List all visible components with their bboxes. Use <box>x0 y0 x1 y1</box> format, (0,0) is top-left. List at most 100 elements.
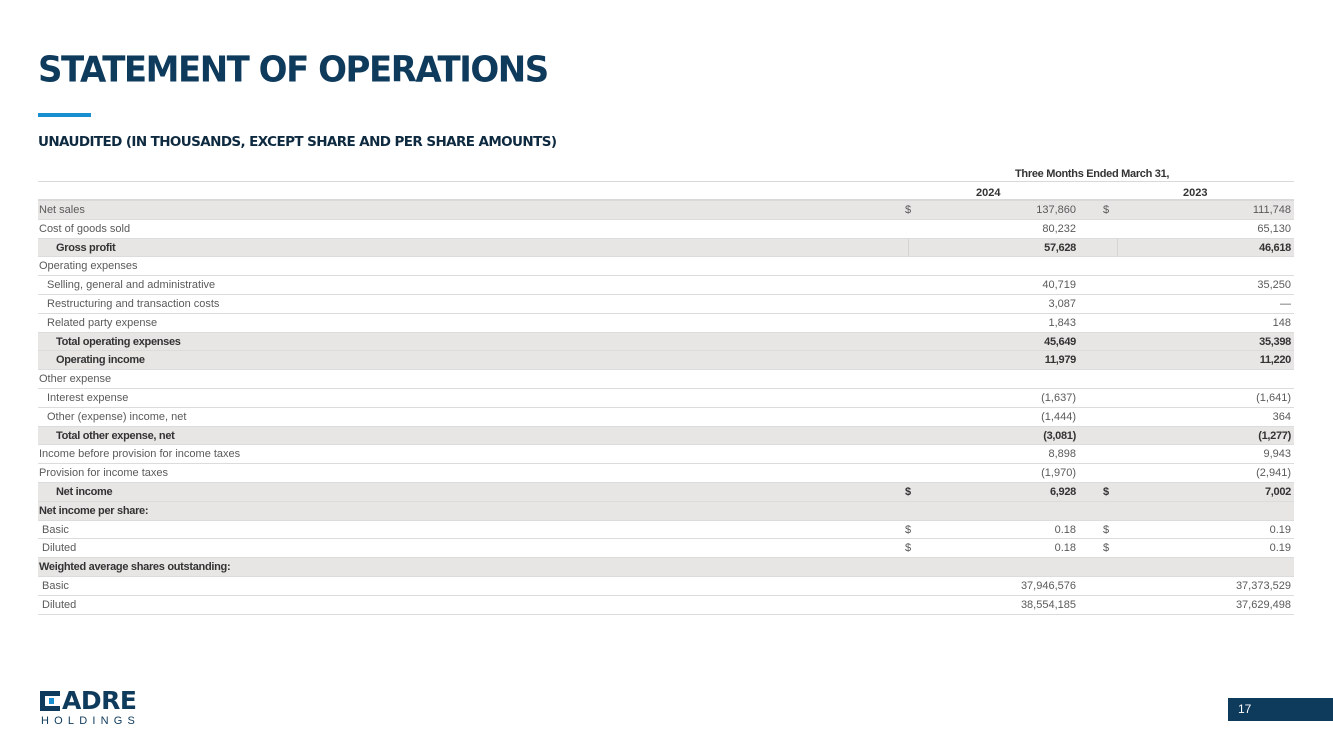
table-row: Provision for income taxes (1,970) (2,941) <box>38 464 1294 483</box>
currency-symbol-2023: $ <box>1103 523 1110 536</box>
value-2023: (2,941) <box>1256 467 1291 480</box>
row-label: Net income <box>56 485 113 498</box>
value-2023: 9,943 <box>1263 448 1291 461</box>
value-2024: 57,628 <box>1044 241 1076 254</box>
table-row: Other (expense) income, net (1,444) 364 <box>38 408 1294 427</box>
value-2024: 3,087 <box>1048 297 1076 310</box>
row-label: Cost of goods sold <box>39 222 131 235</box>
value-2024: (1,444) <box>1041 410 1076 423</box>
table-row: Other expense <box>38 370 1294 389</box>
row-label: Basic <box>42 579 69 592</box>
row-label: Basic <box>42 523 69 536</box>
currency-symbol-2024: $ <box>905 204 912 216</box>
company-logo: ADRE HOLDINGS <box>40 688 150 730</box>
row-label: Interest expense <box>47 391 129 404</box>
row-label: Gross profit <box>56 241 116 254</box>
currency-symbol-2024: $ <box>905 523 912 536</box>
row-label: Restructuring and transaction costs <box>47 297 220 310</box>
table-row: Interest expense (1,637) (1,641) <box>38 389 1294 408</box>
value-2023: 35,250 <box>1257 279 1291 292</box>
value-2023: 35,398 <box>1259 335 1291 348</box>
value-2023: — <box>1280 297 1291 310</box>
year-header: 2024 2023 <box>38 182 1294 201</box>
row-label: Selling, general and administrative <box>47 279 216 292</box>
value-2024: (1,970) <box>1041 467 1076 480</box>
currency-symbol-2023: $ <box>1103 485 1109 498</box>
currency-symbol-2023: $ <box>1103 542 1110 555</box>
table-row: Operating expenses <box>38 257 1294 277</box>
table-row: Operating income 11,979 11,220 <box>38 351 1294 371</box>
table-row: Related party expense 1,843 148 <box>38 314 1294 333</box>
table-row: Gross profit 57,628 46,618 <box>38 238 1294 258</box>
value-2023: 11,220 <box>1259 354 1292 367</box>
value-2023: 111,748 <box>1252 204 1291 216</box>
period-header-label: Three Months Ended March 31, <box>1015 168 1170 180</box>
row-label: Other (expense) income, net <box>47 410 187 423</box>
row-label: Diluted <box>42 598 77 611</box>
value-2024: 38,554,185 <box>1020 598 1076 611</box>
row-label: Provision for income taxes <box>39 467 168 480</box>
table-row: Diluted $0.18 $0.19 <box>38 539 1294 559</box>
value-2023: 0.19 <box>1269 542 1291 555</box>
value-2023: 46,618 <box>1259 241 1291 254</box>
table-row: Diluted 38,554,185 37,629,498 <box>38 596 1294 615</box>
value-2023: 0.19 <box>1269 523 1291 536</box>
logo-subtext: HOLDINGS <box>41 715 141 727</box>
value-2024: 11,979 <box>1044 354 1077 367</box>
value-2024: 1,843 <box>1048 316 1076 329</box>
table-row: Total other expense, net (3,081) (1,277) <box>38 426 1294 446</box>
period-header: Three Months Ended March 31, <box>38 166 1294 182</box>
value-2023: 37,373,529 <box>1235 579 1291 592</box>
table-row: Selling, general and administrative 40,71… <box>38 276 1294 295</box>
page-title: STATEMENT OF OPERATIONS <box>38 49 549 91</box>
value-2023: 37,629,498 <box>1235 598 1291 611</box>
table-row: Basic $0.18 $0.19 <box>38 521 1294 540</box>
value-2024: 0.18 <box>1054 523 1076 536</box>
currency-symbol-2024: $ <box>905 542 912 555</box>
value-2023: 65,130 <box>1257 222 1291 235</box>
title-accent-bar <box>38 113 91 117</box>
page-subtitle: UNAUDITED (IN THOUSANDS, EXCEPT SHARE AN… <box>38 134 557 150</box>
value-2023: 148 <box>1272 316 1291 329</box>
table-row: Income before provision for income taxes… <box>38 445 1294 465</box>
row-label: Operating expenses <box>39 260 138 273</box>
table-row: Net income $6,928 $7,002 <box>38 482 1294 502</box>
value-2024: 6,928 <box>1049 485 1076 498</box>
value-2024: (1,637) <box>1041 391 1076 404</box>
value-2024: 0.18 <box>1054 542 1076 555</box>
logo-wordmark: ADRE <box>62 686 137 715</box>
table-row: Basic 37,946,576 37,373,529 <box>38 577 1294 596</box>
value-2024: 8,898 <box>1048 448 1076 461</box>
value-2023: 7,002 <box>1264 485 1291 498</box>
value-2024: (3,081) <box>1043 429 1076 442</box>
row-label: Weighted average shares outstanding: <box>39 561 231 574</box>
value-2023: (1,641) <box>1256 391 1291 404</box>
column-divider <box>908 238 909 257</box>
value-2023: 364 <box>1272 410 1291 423</box>
statement-table: Three Months Ended March 31, 2024 2023 N… <box>38 166 1294 615</box>
value-2023: (1,277) <box>1258 429 1291 442</box>
year-2024-label: 2024 <box>976 187 1001 199</box>
row-label: Diluted <box>42 542 77 555</box>
row-label: Related party expense <box>47 316 158 329</box>
table-row: Weighted average shares outstanding: <box>38 558 1294 577</box>
row-label: Total operating expenses <box>56 335 181 348</box>
row-label: Net sales <box>39 204 85 216</box>
table-row: Restructuring and transaction costs 3,087… <box>38 295 1294 314</box>
row-label: Other expense <box>39 373 112 386</box>
table-row: Cost of goods sold 80,232 65,130 <box>38 220 1294 239</box>
value-2024: 40,719 <box>1042 279 1076 292</box>
currency-symbol-2024: $ <box>905 485 911 498</box>
table-body: Net sales $137,860 $111,748 Cost of goods s… <box>38 201 1294 615</box>
value-2024: 137,860 <box>1036 204 1076 216</box>
table-row: Net income per share: <box>38 501 1294 521</box>
row-label: Net income per share: <box>39 504 149 517</box>
table-row: Total operating expenses 45,649 35,398 <box>38 332 1294 352</box>
table-row: Net sales $137,860 $111,748 <box>38 201 1294 220</box>
row-label: Total other expense, net <box>56 429 175 442</box>
page-number: 17 <box>1228 698 1333 721</box>
logo-mark-icon <box>40 691 60 711</box>
year-2023-label: 2023 <box>1183 187 1208 199</box>
row-label: Operating income <box>56 354 145 367</box>
column-divider <box>1117 238 1118 257</box>
